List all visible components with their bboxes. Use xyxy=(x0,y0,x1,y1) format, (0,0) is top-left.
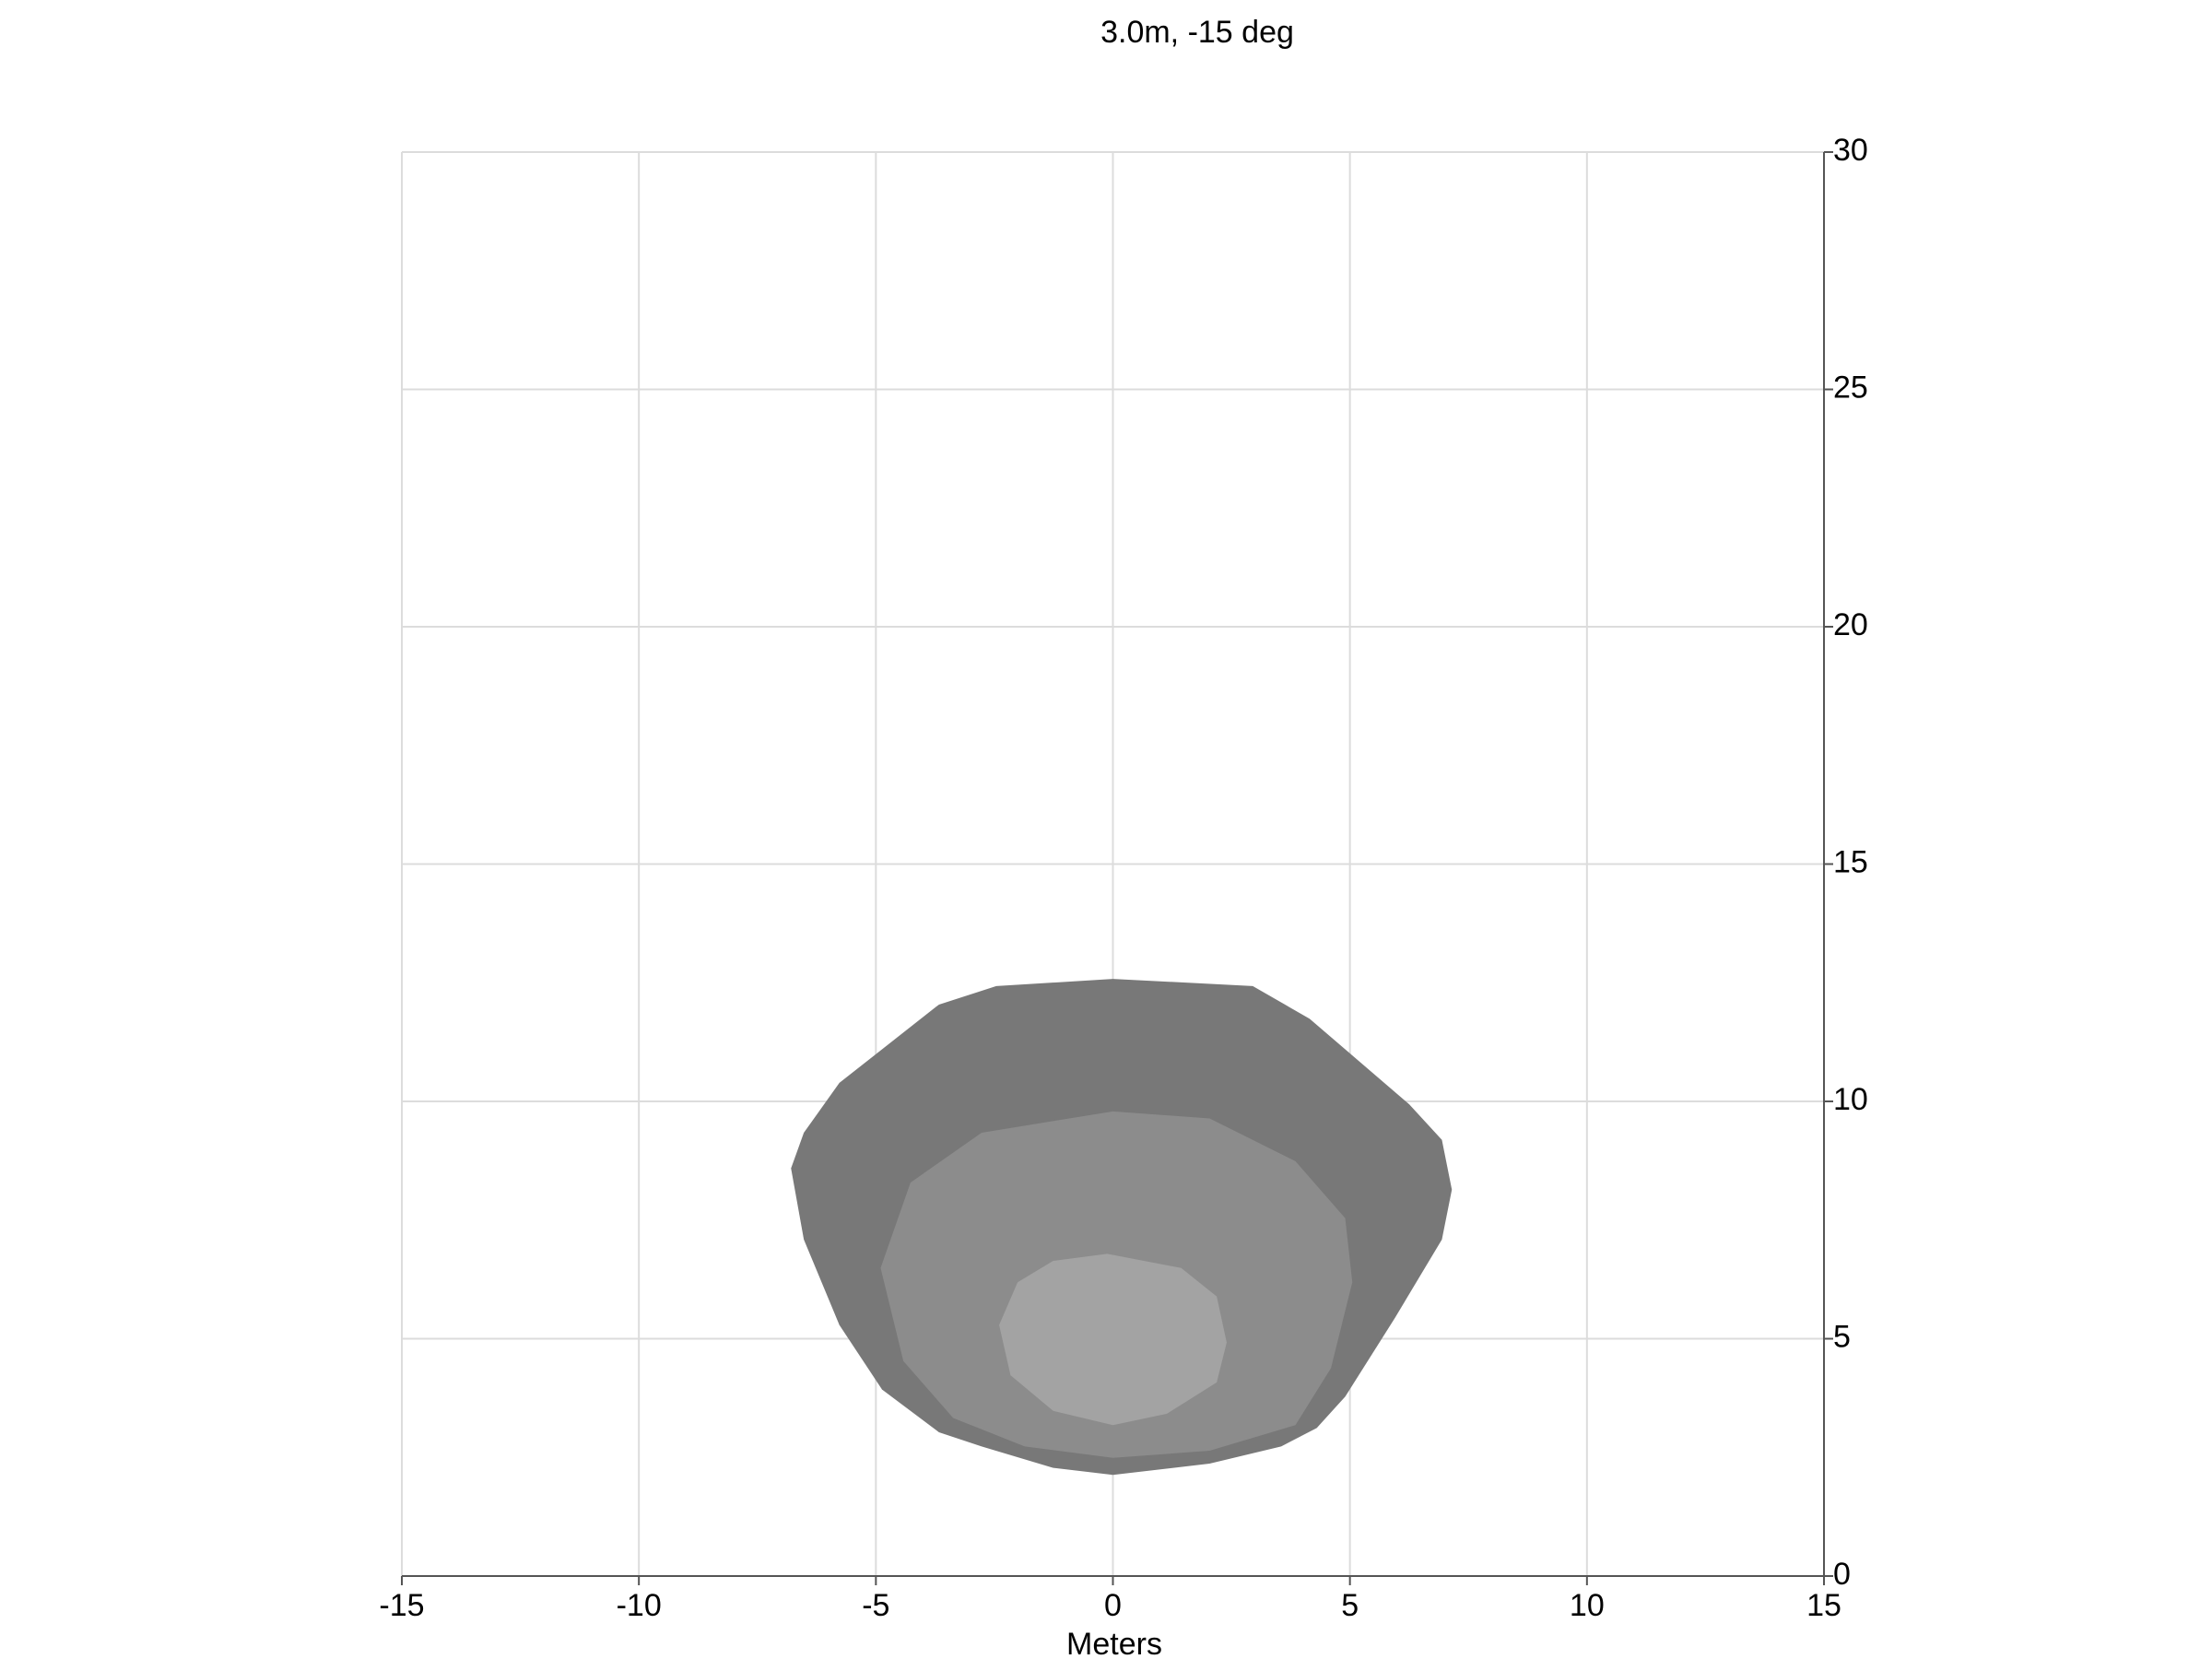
chart-title: 3.0m, -15 deg xyxy=(1100,15,1294,50)
y-tick-label: 25 xyxy=(1833,370,1868,405)
y-tick-label: 20 xyxy=(1833,607,1868,642)
y-tick-label: 0 xyxy=(1833,1557,1851,1592)
y-tick-label: 10 xyxy=(1833,1082,1868,1117)
x-tick-label: 0 xyxy=(1104,1588,1122,1623)
x-axis-label: Meters xyxy=(1066,1627,1162,1659)
x-tick-label: 15 xyxy=(1806,1588,1841,1623)
x-tick-label: 10 xyxy=(1570,1588,1605,1623)
x-tick-label: 5 xyxy=(1341,1588,1359,1623)
x-tick-label: -5 xyxy=(862,1588,889,1623)
contour-region xyxy=(999,1253,1227,1426)
y-tick-label: 15 xyxy=(1833,844,1868,879)
y-tick-label: 30 xyxy=(1833,133,1868,168)
x-tick-label: -10 xyxy=(617,1588,662,1623)
x-tick-label: -15 xyxy=(379,1588,424,1623)
y-tick-label: 5 xyxy=(1833,1319,1851,1354)
